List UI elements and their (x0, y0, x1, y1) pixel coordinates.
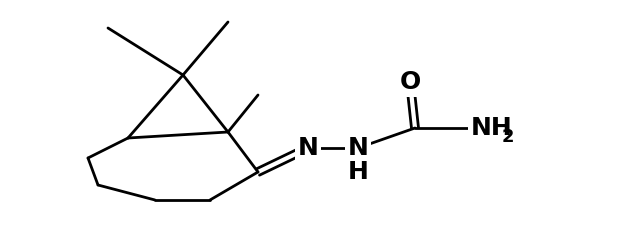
Text: NH: NH (471, 116, 513, 140)
Text: 2: 2 (502, 128, 515, 146)
Text: N: N (348, 136, 369, 160)
Text: H: H (348, 160, 369, 184)
Text: O: O (399, 70, 420, 94)
Text: N: N (298, 136, 319, 160)
